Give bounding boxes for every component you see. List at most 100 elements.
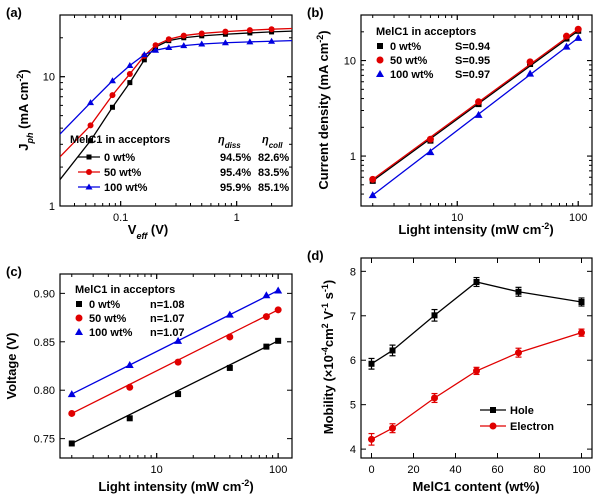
legend-eta-diss: 95.4% bbox=[220, 167, 251, 179]
data-point bbox=[87, 122, 94, 129]
data-point bbox=[180, 32, 187, 39]
y-axis-label: Current density (mA cm-2) bbox=[315, 30, 331, 189]
x-tick-label: 100 bbox=[569, 212, 587, 224]
x-axis-label: MelC1 content (wt%) bbox=[412, 479, 539, 494]
data-point bbox=[246, 27, 253, 34]
axis-label-part: J bbox=[16, 143, 31, 150]
legend-label: Electron bbox=[510, 421, 554, 433]
legend-eta-diss: 95.9% bbox=[220, 182, 251, 194]
data-point bbox=[68, 440, 75, 447]
axis-label-part: Mobility (×10 bbox=[321, 355, 336, 434]
data-point bbox=[126, 70, 133, 77]
axis-label-part: ) bbox=[321, 280, 336, 284]
data-point bbox=[562, 32, 570, 40]
axis-label-part: 2 bbox=[320, 323, 330, 328]
legend-marker bbox=[76, 301, 82, 307]
legend-header-part: η bbox=[218, 134, 225, 146]
data-point bbox=[574, 33, 583, 41]
data-point bbox=[426, 135, 434, 143]
legend-marker bbox=[75, 328, 83, 335]
legend-label: 0 wt% bbox=[104, 152, 135, 164]
data-point bbox=[389, 347, 396, 354]
legend-marker bbox=[489, 422, 497, 430]
axis-label-part: -2 bbox=[15, 74, 25, 82]
data-point bbox=[474, 110, 483, 118]
data-point bbox=[152, 46, 160, 53]
data-point bbox=[87, 99, 95, 106]
y-axis-label: Mobility (×10-4cm2 V-1 s-1) bbox=[320, 280, 336, 434]
series-line bbox=[371, 332, 582, 440]
legend-fit: S=0.94 bbox=[455, 41, 491, 53]
data-point bbox=[180, 42, 188, 49]
legend-eta-diss: 94.5% bbox=[220, 152, 251, 164]
x-tick-label: 80 bbox=[533, 464, 545, 476]
data-point bbox=[274, 286, 283, 294]
legend-title: MelC1 in acceptors bbox=[376, 26, 476, 38]
legend-label: 100 wt% bbox=[89, 327, 133, 339]
y-tick-label: 0.75 bbox=[34, 434, 55, 446]
data-point bbox=[389, 424, 396, 432]
data-point bbox=[562, 42, 571, 50]
data-point bbox=[125, 361, 134, 369]
axis-label-part: -1 bbox=[320, 284, 330, 292]
x-tick-label: 1 bbox=[234, 212, 240, 224]
legend-marker bbox=[75, 314, 83, 322]
panel-letter: (c) bbox=[6, 264, 22, 279]
data-point bbox=[126, 383, 134, 391]
y-tick-label: 1 bbox=[350, 151, 356, 163]
legend-label: 50 wt% bbox=[89, 313, 127, 325]
legend-label: 100 wt% bbox=[390, 69, 434, 81]
data-point bbox=[431, 312, 438, 319]
data-point bbox=[221, 39, 229, 46]
axis-label-part: (mA cm bbox=[16, 82, 31, 133]
legend-marker bbox=[490, 407, 496, 413]
fit-line bbox=[372, 30, 579, 182]
x-axis-label: Light intensity (mW cm-2) bbox=[98, 478, 253, 494]
axis-label-part: Voltage (V) bbox=[4, 333, 19, 400]
data-point bbox=[262, 291, 271, 299]
panel-letter: (d) bbox=[307, 248, 324, 263]
data-point bbox=[198, 30, 205, 37]
data-point bbox=[515, 288, 522, 295]
legend-title: MelC1 in acceptors bbox=[75, 284, 175, 296]
axis-label-part: cm bbox=[321, 328, 336, 347]
data-point bbox=[274, 306, 282, 314]
plot-frame bbox=[59, 273, 293, 459]
panel-b: 10 100 1 10 (b) MelC1 in acceptors 0 wt% S=0.94… bbox=[307, 5, 593, 237]
data-point bbox=[368, 360, 375, 367]
legend-fit: n=1.07 bbox=[150, 313, 185, 325]
data-point bbox=[152, 42, 159, 49]
data-point bbox=[526, 58, 534, 66]
legend-marker bbox=[377, 43, 383, 49]
data-point bbox=[225, 310, 234, 318]
axis-label-part: eff bbox=[136, 231, 148, 241]
legend-fit: n=1.08 bbox=[150, 299, 185, 311]
data-point bbox=[368, 435, 375, 443]
axis-label-part: -4 bbox=[320, 347, 330, 355]
y-tick-label: 0.80 bbox=[34, 385, 55, 397]
y-tick-label: 0.90 bbox=[34, 288, 55, 300]
x-tick-label: 0.1 bbox=[113, 212, 128, 224]
data-point bbox=[175, 391, 182, 398]
axis-label-part: -2 bbox=[241, 478, 249, 488]
y-tick-label: 1 bbox=[49, 201, 55, 213]
x-tick-label: 100 bbox=[269, 464, 287, 476]
data-point bbox=[109, 92, 116, 99]
axis-label-part: ) bbox=[316, 30, 331, 34]
series-line bbox=[371, 281, 582, 365]
data-point bbox=[174, 358, 182, 366]
data-point bbox=[126, 62, 134, 69]
legend-header-part: coll bbox=[269, 141, 284, 150]
x-tick-label: 60 bbox=[491, 464, 503, 476]
data-point bbox=[198, 40, 206, 47]
legend-label: 0 wt% bbox=[390, 41, 421, 53]
y-tick-label: 0.85 bbox=[34, 337, 55, 349]
axis-label-part: V bbox=[128, 222, 137, 237]
x-tick-label: 10 bbox=[151, 464, 163, 476]
y-tick-label: 10 bbox=[43, 72, 55, 84]
data-point bbox=[431, 394, 438, 402]
legend-marker bbox=[86, 169, 92, 175]
data-point bbox=[578, 329, 585, 337]
data-point bbox=[262, 313, 270, 321]
